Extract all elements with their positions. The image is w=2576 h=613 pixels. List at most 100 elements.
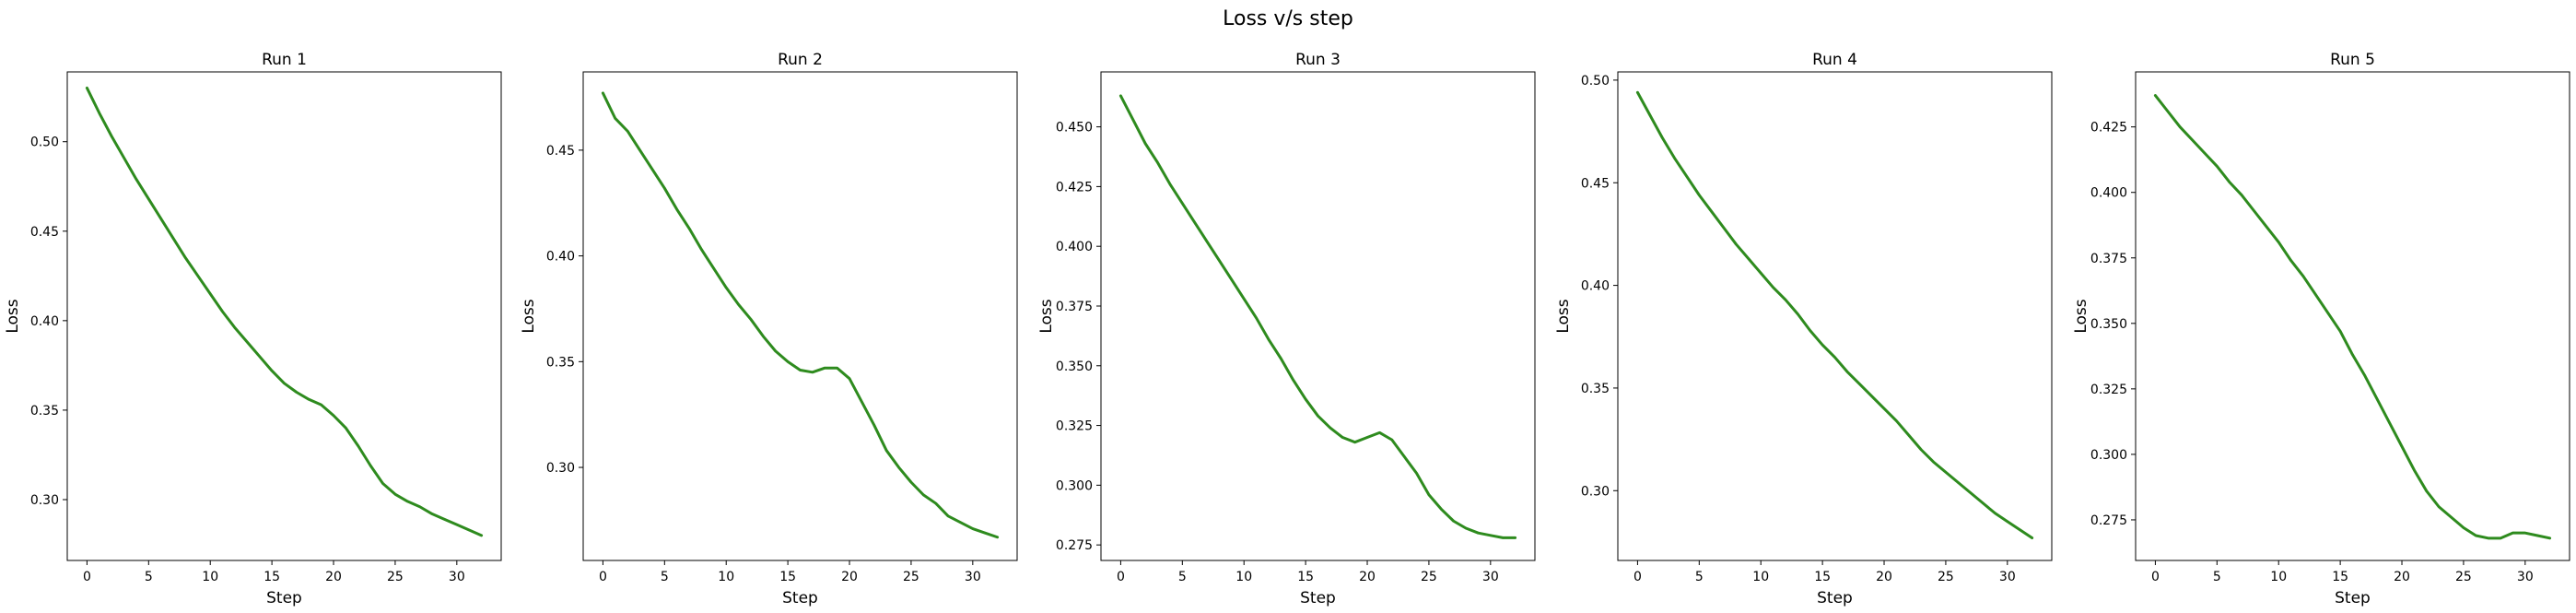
chart-4-ytick-label-5: 0.400 [2090,186,2127,201]
chart-0-xtick-label-6: 30 [449,570,465,584]
chart-0: Run 1 0 5 10 15 20 25 30 0.30 0.35 0.40 0.45 0.50 Ste… [4,51,502,607]
chart-2-series-0-point-0 [1119,94,1122,98]
chart-1-series-0-point-21 [861,400,863,404]
chart-1-ytick-label-2: 0.40 [546,250,575,265]
chart-1-series-0-point-32 [996,536,999,538]
chart-3-series-0-point-2 [1660,136,1664,139]
chart-4-series-0-point-9 [2265,225,2268,228]
chart-1-series-0-point-11 [737,303,740,306]
chart-4-xtick-label-4: 20 [2394,570,2410,584]
chart-4-series-0-point-22 [2425,489,2428,492]
chart-2-series-0-point-13 [1280,357,1282,360]
chart-1-series-0-point-2 [626,130,629,133]
chart-0-series-0-point-25 [393,492,397,496]
chart-2-series-0-point-12 [1267,338,1270,341]
chart-0-xtick-label-1: 5 [145,570,153,584]
chart-0-series-0-point-13 [246,340,249,344]
chart-3-series-0-point-22 [1907,433,1910,437]
chart-1-series-0-point-25 [909,480,913,484]
chart-2-ytick-label-7: 0.450 [1056,121,1093,136]
chart-1-series-0-point-15 [786,360,790,363]
chart-3-series-0-point-10 [1760,272,1762,275]
chart-1-series-0-point-27 [934,501,937,505]
chart-2-series-0-point-32 [1514,536,1516,539]
chart-1-series-0-point-14 [774,349,777,353]
chart-1-series-0-point-24 [897,466,900,469]
chart-4-series-0-point-29 [2512,531,2514,535]
chart-1-series-0-point-31 [984,531,987,535]
chart-0-series-0-line [85,86,484,537]
chart-2-xtick-label-5: 25 [1421,570,1437,584]
chart-3-series-0-point-11 [1772,286,1774,289]
chart-1-series-0-point-23 [884,449,888,452]
chart-0-series-0-point-5 [147,197,150,201]
chart-2-series-0-point-23 [1402,455,1406,458]
chart-0-xlabel: Step [266,589,302,607]
chart-4-xtick-label-2: 10 [2270,570,2287,584]
chart-2-ytick-label-6: 0.425 [1056,180,1093,195]
chart-2-ytick-label-1: 0.300 [1056,478,1093,493]
chart-1-series-0-point-5 [663,186,666,190]
chart-1-series-0-point-22 [872,423,875,427]
chart-4-series-0-point-13 [2314,293,2317,296]
chart-2-xtick-label-0: 0 [1117,570,1125,584]
chart-1-series-0-point-6 [675,207,678,211]
chart-4-plot-frame [2135,71,2570,561]
chart-2-series-0-point-15 [1304,397,1307,401]
chart-0-series-0-point-6 [159,217,162,220]
chart-1-ytick-label-1: 0.35 [546,355,575,370]
chart-3-ylabel: Loss [1554,299,1573,333]
chart-2-ytick-label-5: 0.400 [1056,240,1093,254]
chart-1-series-0-point-18 [824,367,826,370]
chart-4-series-0-line [2153,94,2552,540]
chart-3-series-0-point-6 [1710,210,1713,213]
chart-2-series-0-point-25 [1427,493,1431,496]
chart-4-series-0-point-17 [2363,374,2367,377]
chart-0-series-0-point-16 [283,382,286,385]
chart-3-series-0-point-20 [1882,407,1886,410]
chart-2-series-0-point-21 [1378,431,1381,434]
chart-0-series-0-point-21 [345,427,347,430]
chart-4-series-0-point-8 [2253,209,2255,212]
chart-1-xlabel: Step [782,589,818,607]
chart-3-series-0-point-0 [1636,91,1639,94]
chart-2-plot-frame [1100,71,1536,561]
chart-2-series-0-point-30 [1489,534,1493,536]
chart-1-xtick-label-2: 10 [718,570,734,584]
chart-2-series-0-point-14 [1292,379,1294,382]
chart-4-series-0-point-2 [2178,125,2182,128]
chart-2-series-0-point-31 [1502,536,1505,539]
chart-0-series-0-point-15 [270,370,274,372]
chart-3-ytick-label-0: 0.30 [1581,484,1610,499]
chart-3-series-0-point-27 [1969,491,1972,494]
chart-0-series-0-point-14 [258,355,261,358]
chart-3-series-0-point-28 [1981,501,1985,504]
chart-4-series-0-point-4 [2203,151,2207,155]
chart-0-series-0-point-9 [196,275,200,277]
chart-4-xtick-label-1: 5 [2213,570,2221,584]
chart-2-series-0-point-16 [1317,415,1319,418]
chart-2-series-0-point-18 [1341,436,1344,439]
chart-2-series-0-point-29 [1477,531,1480,535]
chart-2-series-0-point-7 [1205,240,1209,243]
chart-4-series-0-point-26 [2475,534,2477,537]
chart-3-series-0-point-23 [1919,448,1923,451]
chart-3-xtick-label-6: 30 [1999,570,2016,584]
chart-1-plot-frame [582,71,1018,561]
chart-0-series-0-point-3 [123,156,125,159]
chart-1-xtick-label-6: 30 [965,570,981,584]
chart-2-ytick-label-3: 0.350 [1056,360,1093,374]
chart-1: Run 2 0 5 10 15 20 25 30 0.30 0.35 0.40 0.45 Step Los… [520,51,1018,607]
chart-4-series-0-point-21 [2413,468,2416,472]
chart-2-xtick-label-6: 30 [1482,570,1499,584]
chart-1-series-0-point-30 [971,527,975,530]
chart-1-series-0-point-16 [799,369,802,371]
chart-3-series-0-point-25 [1944,471,1948,474]
chart-2-xtick-label-2: 10 [1235,570,1252,584]
chart-3-series-0-point-1 [1648,113,1651,116]
chart-4-ytick-label-0: 0.275 [2090,513,2127,528]
chart-4-series-0-point-14 [2326,312,2329,314]
chart-2-series-0-point-8 [1218,259,1221,262]
chart-3-xlabel: Step [1817,589,1853,607]
chart-3-series-0-point-24 [1932,460,1935,464]
